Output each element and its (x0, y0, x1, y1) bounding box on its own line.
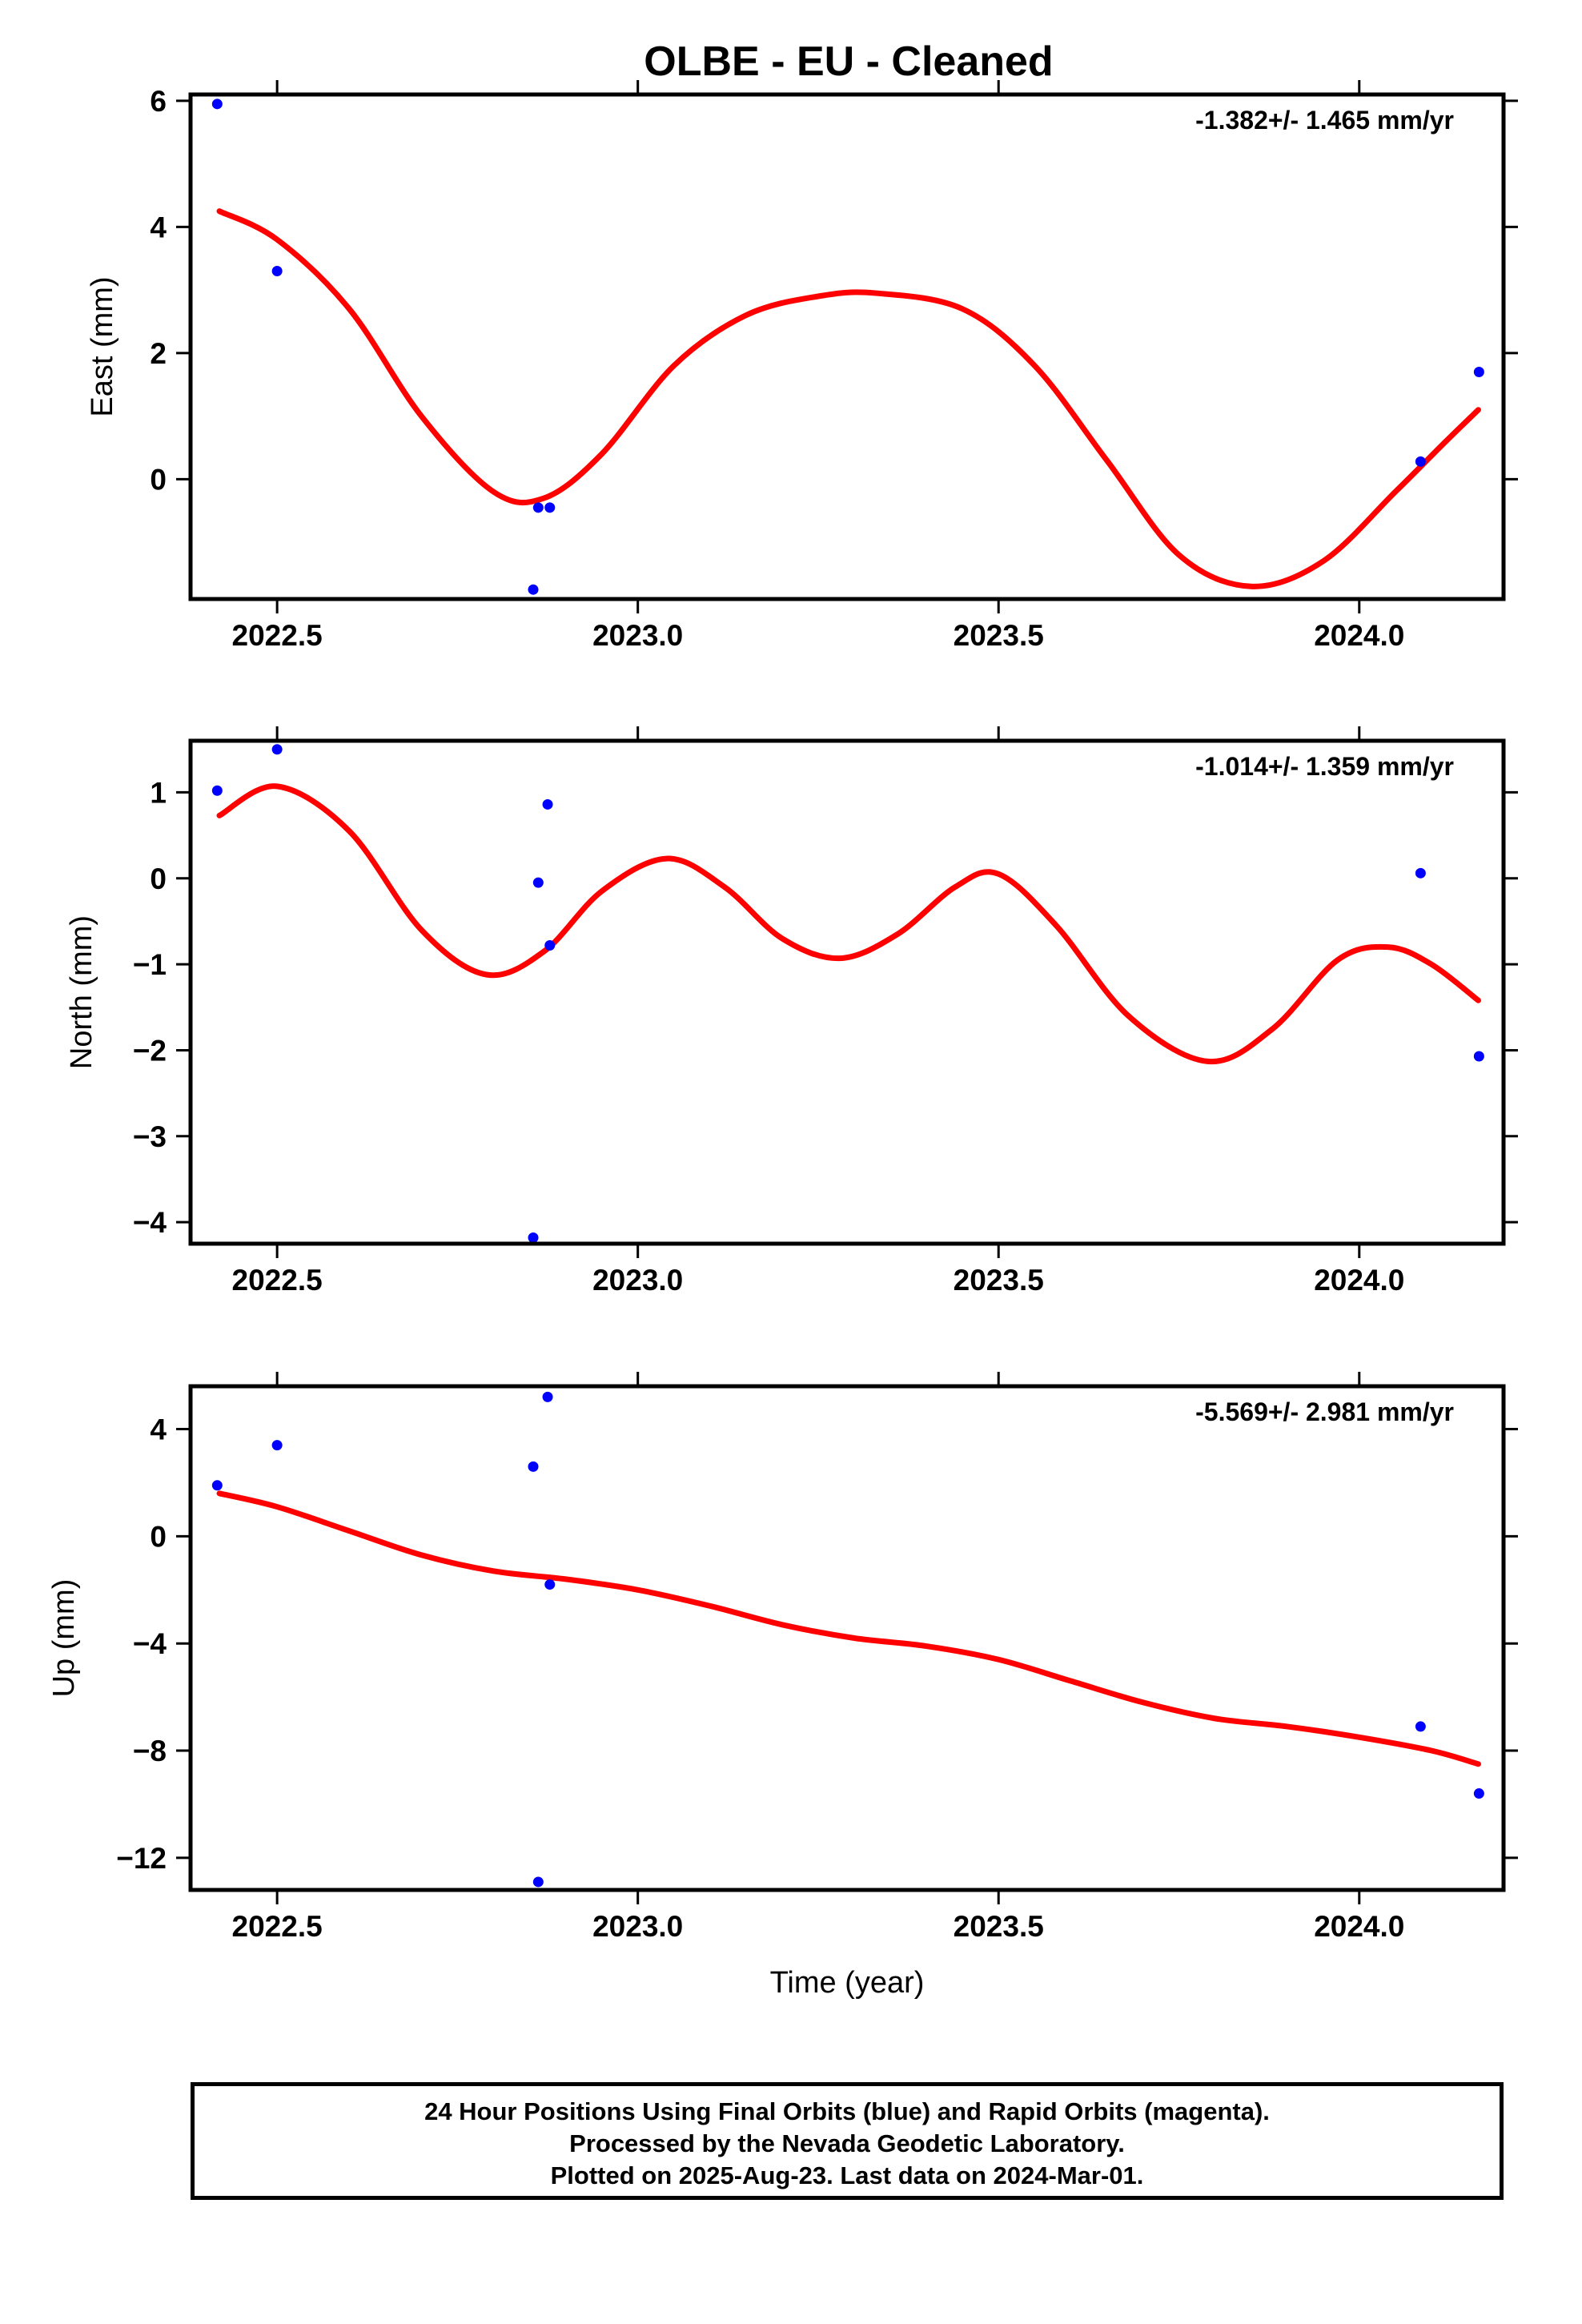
east-panel: 2022.5 2023.0 2023.5 2024.0 0 2 4 6 East (mm) -1.… (86, 80, 1518, 652)
plot-frame (188, 1384, 1506, 1892)
chart-panels: 2022.5 2023.0 2023.5 2024.0 0 2 4 6 East (mm) -1.… (47, 80, 1518, 2000)
footer-line-1: 24 Hour Positions Using Final Orbits (bl… (424, 2097, 1270, 2125)
data-point (532, 1876, 544, 1888)
data-point (271, 266, 283, 276)
data-point (542, 1391, 553, 1402)
footer-line-2: Processed by the Nevada Geodetic Laborat… (569, 2129, 1125, 2157)
y-tick-label: −3 (133, 1120, 167, 1153)
figure-title: OLBE - EU - Cleaned (644, 38, 1053, 85)
y-tick-label: −2 (133, 1034, 167, 1067)
y-tick-label: −4 (133, 1627, 167, 1660)
x-tick-label: 2023.0 (592, 1264, 683, 1297)
y-tick-label: −1 (133, 948, 167, 981)
data-point (211, 785, 223, 796)
y-tick-label: 0 (150, 862, 167, 895)
data-point (528, 584, 539, 595)
data-point (1415, 1721, 1426, 1732)
north-panel: 2022.5 2023.0 2023.5 2024.0 −4 −3 −2 −1 0 1 North … (65, 726, 1518, 1297)
data-point (532, 877, 544, 888)
x-tick-label: 2024.0 (1314, 1910, 1404, 1943)
data-point (1473, 367, 1484, 377)
data-point (544, 1579, 556, 1590)
y-tick-label: 4 (150, 1413, 167, 1446)
x-axis-label: Time (year) (770, 1966, 925, 2000)
data-point (271, 744, 283, 755)
x-tick-label: 2023.5 (954, 619, 1044, 652)
fit-curve (216, 783, 1481, 1064)
y-tick-label: 4 (150, 211, 167, 243)
data-point (544, 939, 556, 951)
y-tick-label: −12 (116, 1842, 167, 1875)
y-tick-label: −4 (133, 1206, 167, 1239)
velocity-rate-label: -5.569+/- 2.981 mm/yr (1195, 1397, 1454, 1426)
x-tick-label: 2023.0 (592, 1910, 683, 1943)
plot-frame (188, 92, 1506, 601)
velocity-rate-label: -1.382+/- 1.465 mm/yr (1195, 106, 1454, 135)
x-tick-label: 2024.0 (1314, 619, 1404, 652)
x-tick-label: 2023.0 (592, 619, 683, 652)
data-point (271, 1440, 283, 1451)
y-tick-label: 0 (150, 463, 167, 496)
y-tick-label: 2 (150, 337, 167, 370)
data-point (1473, 1051, 1484, 1062)
x-tick-label: 2022.5 (232, 619, 323, 652)
y-axis-label: East (mm) (86, 276, 119, 416)
x-tick-label: 2023.5 (954, 1264, 1044, 1297)
x-tick-label: 2022.5 (232, 1264, 323, 1297)
footer-caption-box: 24 Hour Positions Using Final Orbits (bl… (191, 2082, 1504, 2200)
y-tick-label: 6 (150, 85, 167, 118)
data-point (1473, 1788, 1484, 1799)
data-point (1415, 867, 1426, 879)
data-point (528, 1461, 539, 1472)
data-point (544, 502, 556, 513)
y-tick-label: 0 (150, 1520, 167, 1553)
data-point (211, 1480, 223, 1491)
y-tick-label: −8 (133, 1735, 167, 1767)
data-point (528, 1232, 539, 1243)
x-tick-label: 2022.5 (232, 1910, 323, 1943)
y-axis-label: North (mm) (65, 915, 98, 1069)
plot-frame (188, 738, 1506, 1246)
data-point (542, 798, 553, 810)
velocity-rate-label: -1.014+/- 1.359 mm/yr (1195, 752, 1454, 781)
fit-curve (216, 1490, 1481, 1767)
footer-line-3: Plotted on 2025-Aug-23. Last data on 202… (550, 2161, 1144, 2189)
data-point (211, 99, 223, 110)
y-tick-label: 1 (150, 776, 167, 809)
fit-curve (216, 208, 1481, 589)
data-point (532, 502, 544, 513)
x-tick-label: 2023.5 (954, 1910, 1044, 1943)
up-panel: 2022.5 2023.0 2023.5 2024.0 −12 −8 −4 0 4 Up (mm)… (47, 1372, 1518, 2000)
data-point (1415, 456, 1426, 467)
y-axis-label: Up (mm) (47, 1579, 81, 1698)
x-tick-label: 2024.0 (1314, 1264, 1404, 1297)
